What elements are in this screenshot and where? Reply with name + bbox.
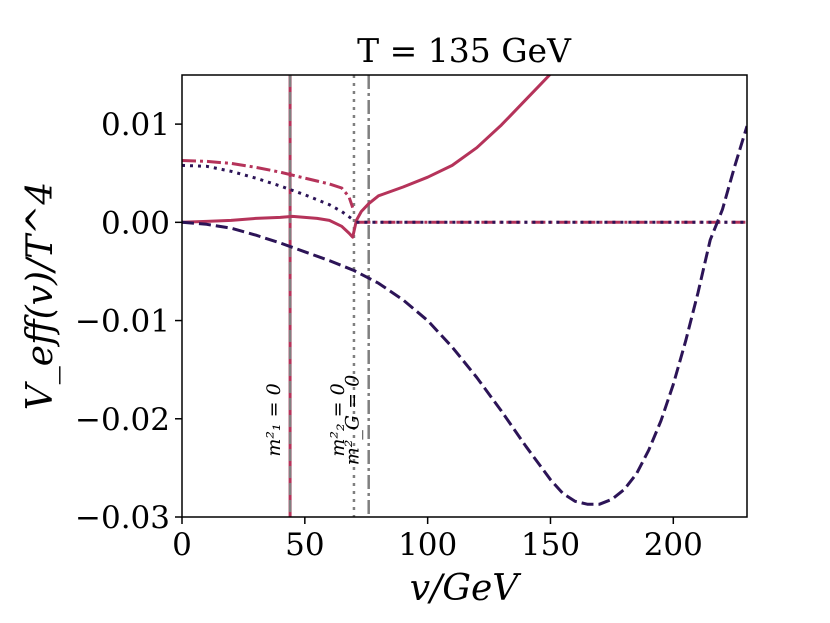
vline-annotations: m²₁ = 0 m²₂ = 0m²_G = 0 [263, 375, 364, 465]
x-axis-label: v/GeV [410, 568, 523, 609]
y-tick-label: 0.01 [101, 107, 170, 143]
data-series [182, 75, 747, 506]
series-dashed-tree [182, 125, 747, 506]
x-tick-label: 200 [644, 527, 703, 563]
y-axis-label: V_eff(v)/T^4 [20, 182, 61, 410]
y-tick-label: −0.01 [75, 304, 170, 340]
x-axis-ticks: 0 50 100 150 200 [172, 517, 703, 563]
series-dotted-branch [182, 163, 354, 221]
vline-annotation-3: m²_G = 0 [342, 375, 364, 465]
x-tick-label: 50 [285, 527, 324, 563]
vline-annotation-1: m²₁ = 0 [263, 383, 285, 456]
y-tick-label: −0.03 [75, 500, 170, 536]
series-dash-dot-branch [182, 159, 355, 209]
x-tick-label: 100 [398, 527, 457, 563]
chart-title: T = 135 GeV [357, 31, 572, 70]
y-axis-ticks: −0.03 −0.02 −0.01 0.00 0.01 [75, 107, 182, 536]
y-tick-label: 0.00 [101, 205, 170, 241]
vline-annotation-2: m²₂ = 0 [327, 383, 349, 456]
plot-frame [181, 74, 748, 518]
vertical-reference-lines [288, 75, 370, 517]
y-tick-label: −0.02 [75, 402, 170, 438]
series-full-potential [182, 75, 552, 239]
x-tick-label: 150 [521, 527, 580, 563]
x-tick-label: 0 [172, 527, 192, 563]
